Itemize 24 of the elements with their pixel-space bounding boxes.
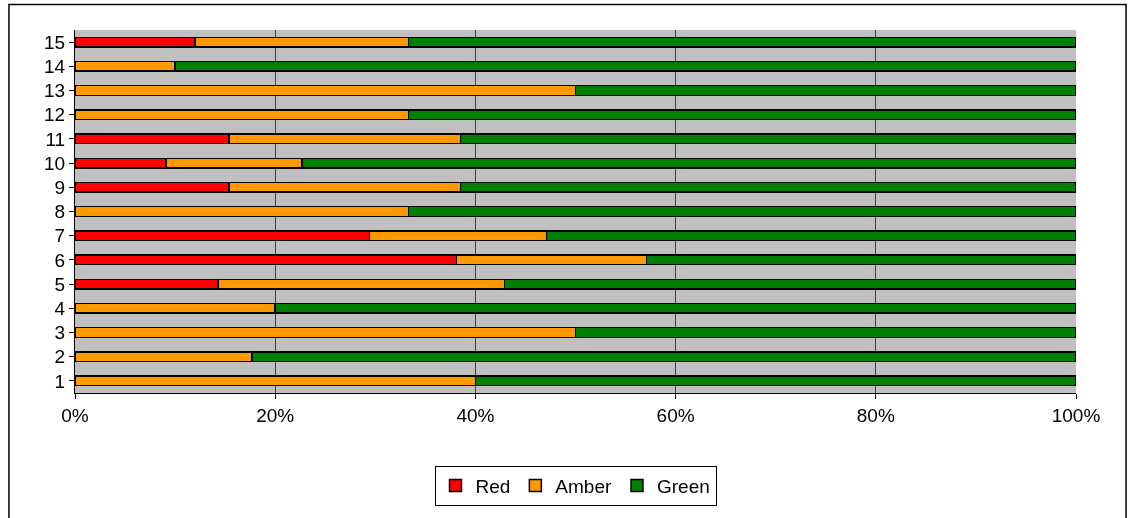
y-tick-label: 15 <box>44 31 66 53</box>
y-tick-label: 2 <box>54 346 66 368</box>
y-tick-label: 13 <box>44 80 66 102</box>
y-tick-label: 14 <box>44 55 66 77</box>
x-tick-label: 0% <box>61 404 89 426</box>
y-tick-label: 11 <box>45 128 66 150</box>
x-tick-label: 20% <box>256 404 295 426</box>
y-tick-label: 9 <box>54 176 66 198</box>
legend-label: Amber <box>555 475 612 497</box>
y-tick-label: 6 <box>54 249 66 271</box>
y-tick-label: 10 <box>44 152 66 174</box>
legend-label: Green <box>656 475 710 497</box>
y-tick-label: 5 <box>54 273 66 295</box>
y-tick-label: 7 <box>54 225 66 247</box>
y-tick-label: 3 <box>54 322 66 344</box>
y-tick-label: 1 <box>54 370 66 392</box>
x-tick-label: 40% <box>456 404 495 426</box>
y-tick-label: 4 <box>54 297 66 319</box>
x-tick-label: 80% <box>856 404 895 426</box>
x-tick-label: 100% <box>1051 404 1101 426</box>
legend-label: Red <box>475 475 511 497</box>
x-tick-label: 60% <box>656 404 695 426</box>
y-tick-label: 12 <box>44 104 66 126</box>
y-tick-label: 8 <box>54 201 66 223</box>
